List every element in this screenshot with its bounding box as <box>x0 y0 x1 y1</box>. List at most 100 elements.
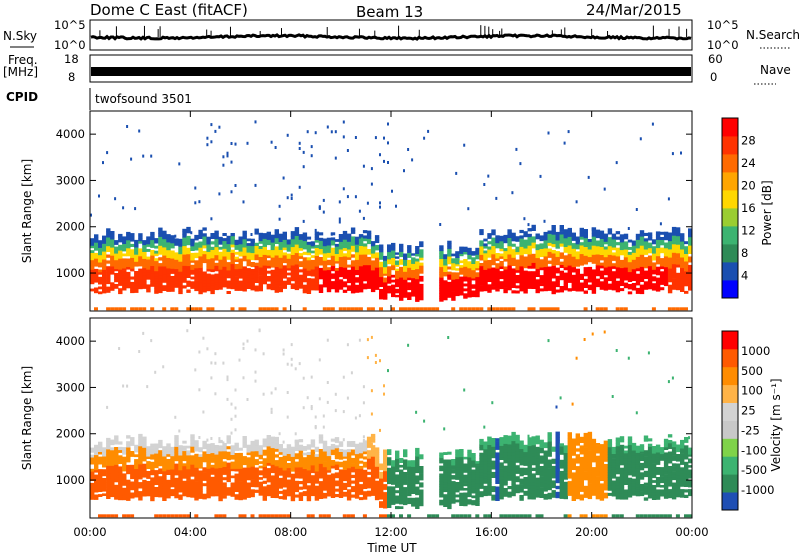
data-cell <box>620 265 624 268</box>
data-cell <box>335 261 339 264</box>
data-cell <box>636 277 640 280</box>
data-cell <box>98 459 102 462</box>
data-cell <box>568 260 572 263</box>
data-cell <box>251 233 253 236</box>
data-cell <box>403 467 407 470</box>
data-cell <box>227 236 231 239</box>
data-cell <box>291 476 295 479</box>
data-cell <box>612 236 616 239</box>
data-cell <box>399 490 403 493</box>
data-cell <box>455 490 459 493</box>
data-cell <box>548 307 552 310</box>
data-cell <box>154 288 158 291</box>
data-cell <box>455 172 457 175</box>
data-cell <box>182 285 186 288</box>
data-cell <box>243 436 247 439</box>
data-cell <box>548 261 552 264</box>
data-cell <box>427 307 431 310</box>
data-cell <box>271 442 275 445</box>
data-cell <box>447 483 451 486</box>
data-cell <box>399 262 403 265</box>
data-cell <box>519 255 523 258</box>
data-cell <box>287 454 291 457</box>
data-cell <box>443 482 447 485</box>
data-cell <box>267 514 271 517</box>
data-cell <box>271 277 275 280</box>
data-cell <box>323 469 327 472</box>
data-cell <box>90 289 94 292</box>
data-cell <box>239 283 243 286</box>
nsky-label: N.Sky <box>3 29 37 43</box>
data-cell <box>311 260 315 263</box>
data-cell <box>608 240 612 243</box>
data-cell <box>259 473 263 476</box>
data-cell <box>371 440 375 443</box>
data-cell <box>279 244 283 247</box>
data-cell <box>359 487 363 490</box>
data-cell <box>540 259 544 262</box>
data-cell <box>239 359 241 362</box>
data-cell <box>235 476 239 479</box>
data-cell <box>576 271 580 274</box>
data-cell <box>584 232 588 235</box>
data-cell <box>98 487 102 490</box>
data-cell <box>371 468 375 471</box>
data-cell <box>347 449 351 452</box>
data-cell <box>247 495 251 498</box>
data-cell <box>275 235 279 238</box>
data-cell <box>174 492 178 495</box>
data-cell <box>190 248 194 251</box>
data-cell <box>174 241 178 244</box>
data-cell <box>222 467 226 470</box>
data-cell <box>190 488 194 491</box>
data-cell <box>299 280 303 283</box>
data-cell <box>166 485 170 488</box>
data-cell <box>463 279 467 282</box>
data-cell <box>194 243 198 246</box>
data-cell <box>363 465 367 468</box>
data-cell <box>267 266 271 269</box>
data-cell <box>194 273 198 276</box>
data-cell <box>616 248 620 251</box>
data-cell <box>182 493 186 496</box>
data-cell <box>572 254 576 257</box>
data-cell <box>455 470 459 473</box>
data-cell <box>235 288 239 291</box>
data-cell <box>102 469 106 472</box>
data-cell <box>572 256 576 259</box>
data-cell <box>186 462 190 465</box>
data-cell <box>110 514 114 517</box>
data-cell <box>371 389 373 392</box>
data-cell <box>154 263 158 266</box>
data-cell <box>166 469 170 472</box>
data-cell <box>174 441 178 444</box>
data-cell <box>279 242 283 245</box>
data-cell <box>186 476 190 479</box>
data-cell <box>222 514 226 517</box>
data-cell <box>299 470 303 473</box>
data-cell <box>351 231 355 234</box>
data-cell <box>467 284 471 287</box>
data-cell <box>146 471 150 474</box>
data-cell <box>186 251 190 254</box>
data-cell <box>359 414 361 417</box>
data-cell <box>664 275 668 278</box>
data-cell <box>672 255 676 258</box>
data-cell <box>94 261 98 264</box>
data-cell <box>251 253 255 256</box>
data-cell <box>122 288 126 291</box>
nsearch-label: N.Search <box>746 28 800 42</box>
data-cell <box>222 441 224 444</box>
data-cell <box>588 254 592 257</box>
data-cell <box>138 434 142 437</box>
data-cell <box>150 255 154 258</box>
data-cell <box>604 234 608 237</box>
data-cell <box>347 468 351 471</box>
data-cell <box>439 492 443 495</box>
data-cell <box>656 259 660 262</box>
data-cell <box>451 291 455 294</box>
data-cell <box>339 218 341 221</box>
data-cell <box>455 251 459 254</box>
data-cell <box>608 228 612 231</box>
data-cell <box>122 263 126 266</box>
